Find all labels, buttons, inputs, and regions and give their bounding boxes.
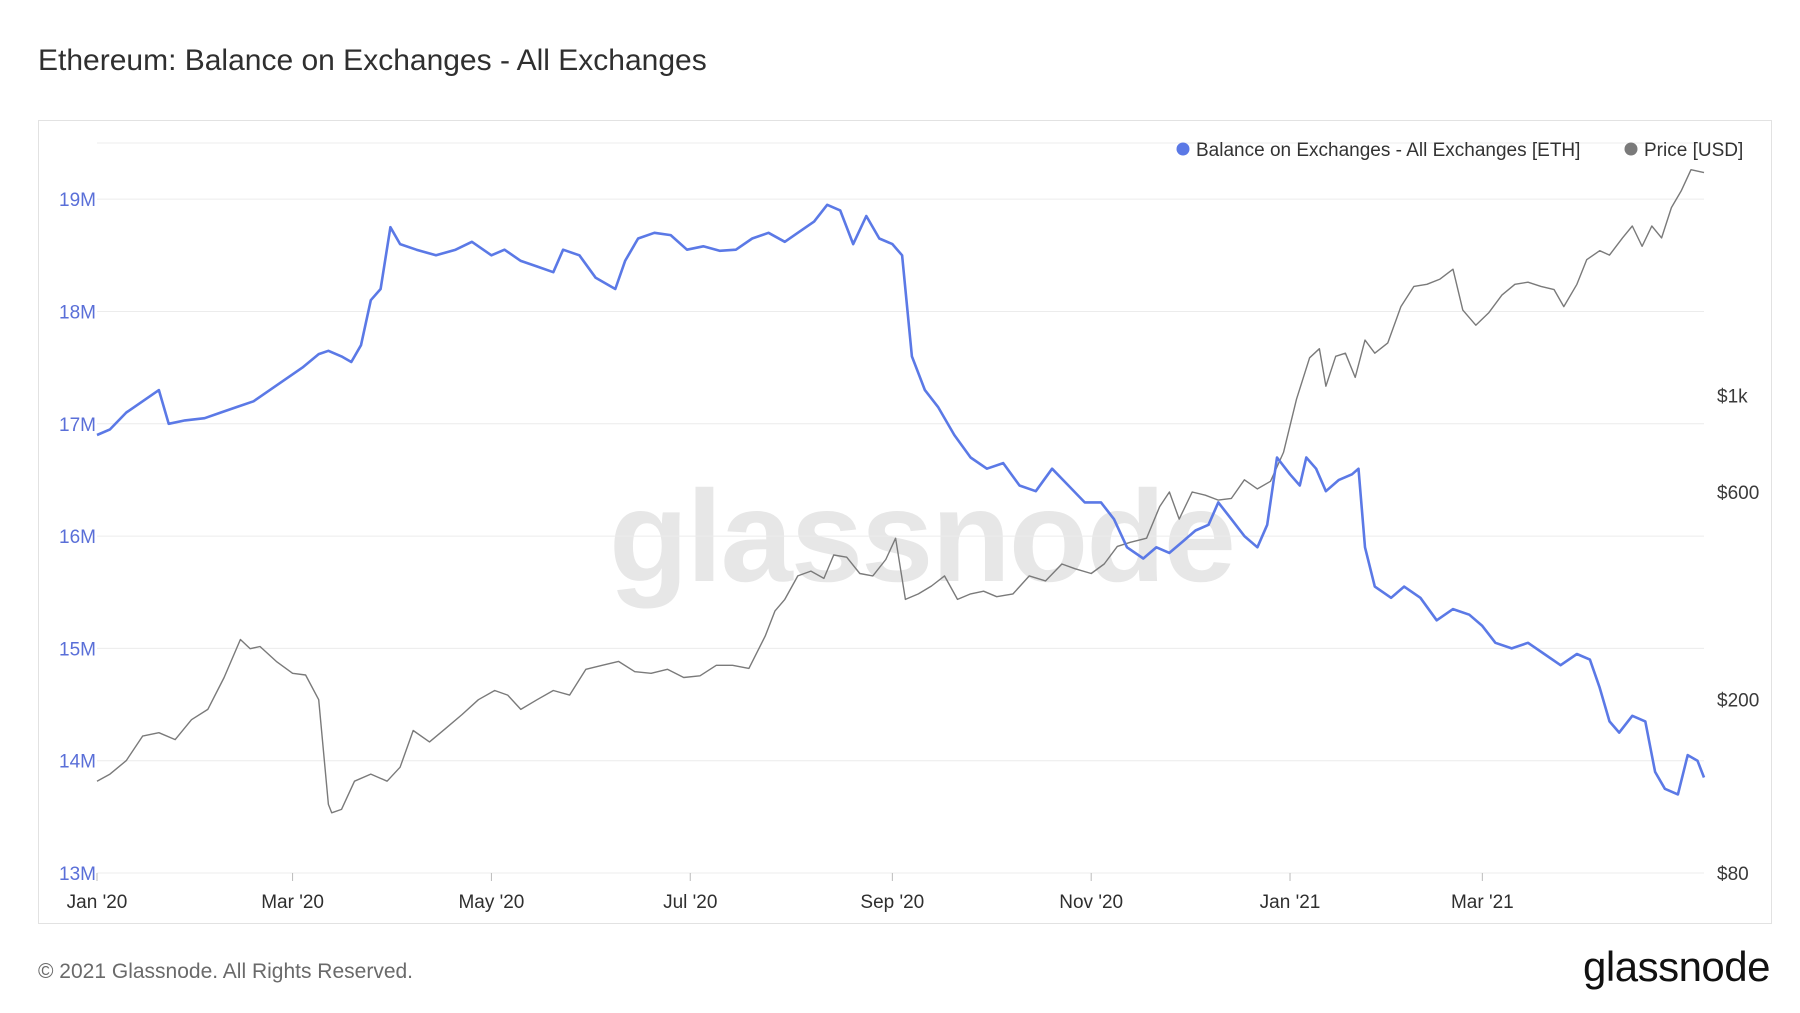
x-axis: Jan '20 Mar '20 May '20 Jul '20 Sep '20 Nov '… <box>67 873 1514 913</box>
grid-lines <box>97 142 1704 874</box>
x-axis-tick-label: Mar '20 <box>261 892 324 913</box>
left-axis-tick-label: 13M <box>59 864 96 885</box>
left-axis-tick-label: 19M <box>59 190 96 211</box>
price-series <box>96 169 1705 814</box>
x-axis-tick-label: Mar '21 <box>1451 892 1514 913</box>
x-axis-tick-label: May '20 <box>458 892 524 913</box>
left-axis-tick-label: 16M <box>59 527 96 548</box>
right-axis-tick-label: $80 <box>1717 864 1749 885</box>
copyright-footer: © 2021 Glassnode. All Rights Reserved. <box>38 960 414 983</box>
legend-label-balance: Balance on Exchanges - All Exchanges [ET… <box>1196 140 1580 161</box>
legend-dot-balance <box>1176 142 1190 156</box>
right-axis-tick-label: $600 <box>1717 483 1759 504</box>
x-axis-tick-label: Nov '20 <box>1059 892 1123 913</box>
left-axis-tick-label: 15M <box>59 639 96 660</box>
balance-line <box>96 203 1706 796</box>
price-line <box>96 169 1705 814</box>
balance-series <box>96 203 1706 796</box>
legend-label-price: Price [USD] <box>1644 140 1743 161</box>
legend-dot-price <box>1624 142 1638 156</box>
glassnode-logo[interactable]: glassnode <box>1583 943 1770 990</box>
right-axis-tick-label: $1k <box>1717 386 1748 407</box>
x-axis-tick-label: Jan '20 <box>67 892 128 913</box>
left-axis: 13M 14M 15M 16M 17M 18M 19M <box>59 190 96 885</box>
x-axis-tick-label: Jul '20 <box>663 892 717 913</box>
right-axis: $80 $200 $600 $1k <box>1717 386 1759 885</box>
left-axis-tick-label: 17M <box>59 415 96 436</box>
left-axis-tick-label: 18M <box>59 302 96 323</box>
x-axis-tick-label: Sep '20 <box>860 892 924 913</box>
legend-item-balance[interactable]: Balance on Exchanges - All Exchanges [ET… <box>1176 140 1581 161</box>
chart-title: Ethereum: Balance on Exchanges - All Exc… <box>38 44 707 77</box>
legend: Balance on Exchanges - All Exchanges [ET… <box>1176 140 1744 161</box>
right-axis-tick-label: $200 <box>1717 691 1759 712</box>
x-axis-tick-label: Jan '21 <box>1260 892 1321 913</box>
legend-item-price[interactable]: Price [USD] <box>1624 140 1744 161</box>
chart-frame: glassnode 13M 14M 15M 16M 17M 18M 19M $80 $200 $… <box>38 120 1772 924</box>
left-axis-tick-label: 14M <box>59 752 96 773</box>
